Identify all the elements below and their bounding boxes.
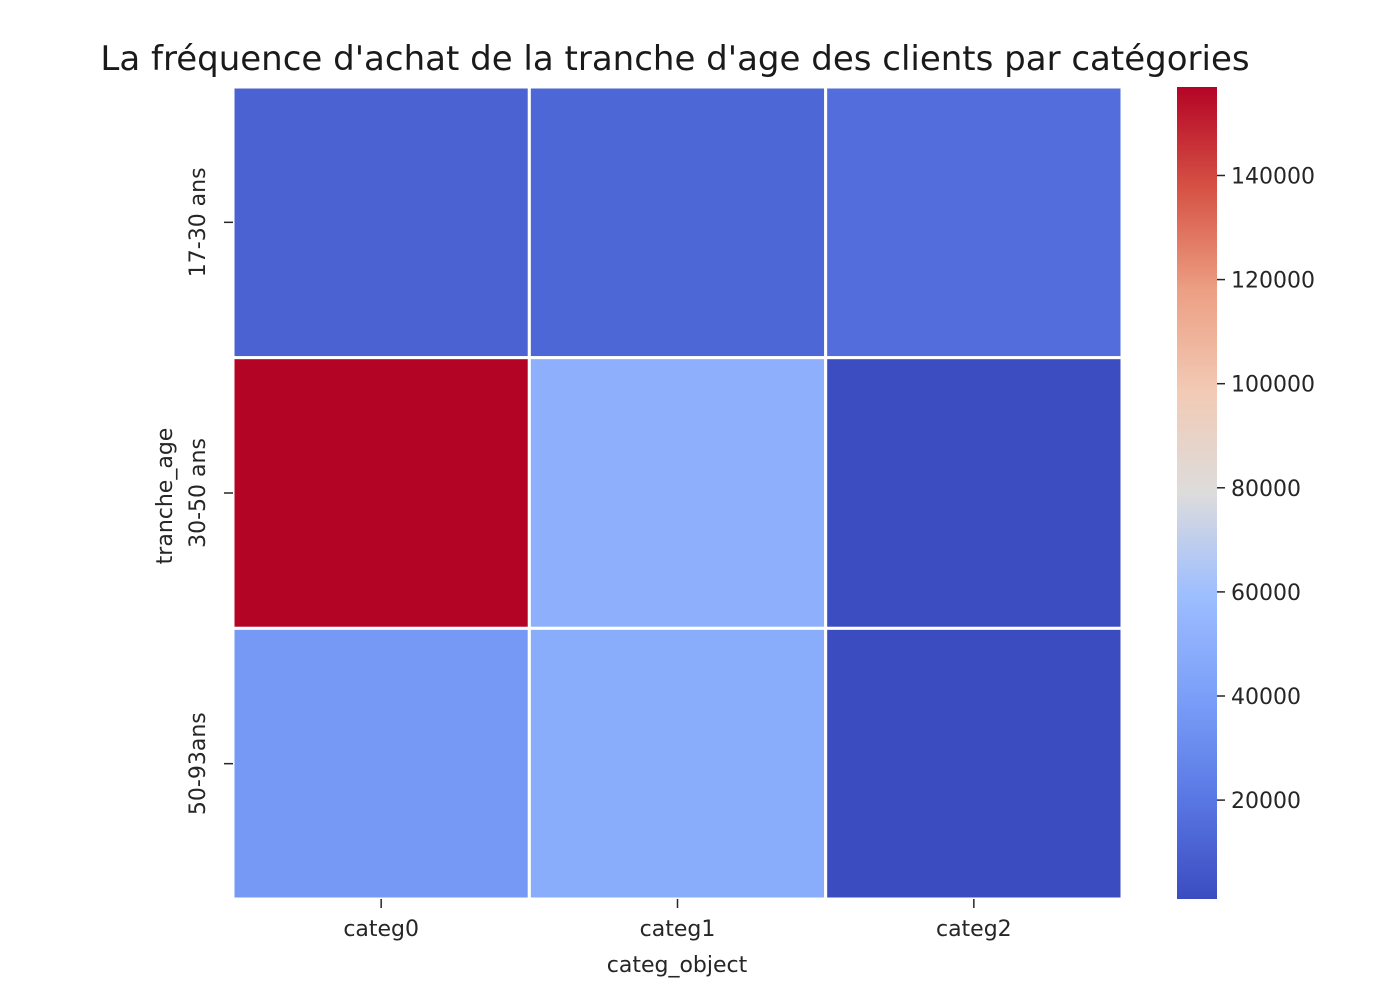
y-axis-label: tranche_age <box>153 428 178 565</box>
heatmap-cell <box>824 626 1124 901</box>
colorbar-tick-label: 140000 <box>1231 164 1315 189</box>
x-tick-label: categ2 <box>936 917 1012 942</box>
colorbar <box>1177 87 1217 899</box>
x-tick-label: categ0 <box>343 917 419 942</box>
heatmap-cell <box>527 356 828 630</box>
heatmap-cell <box>824 85 1124 360</box>
y-tick-label: 30-50 ans <box>186 438 211 548</box>
x-axis-ticks: categ0 categ1 categ2 <box>343 899 1012 942</box>
y-tick-label: 50-93ans <box>186 712 211 815</box>
heatmap-cell <box>231 626 531 901</box>
colorbar-tick-label: 40000 <box>1231 685 1301 710</box>
y-axis-ticks: 17-30 ans 30-50 ans 50-93ans <box>186 167 233 815</box>
colorbar-tick-label: 60000 <box>1231 581 1301 606</box>
colorbar-tick-label: 20000 <box>1231 789 1301 814</box>
heatmap-cell <box>231 356 531 630</box>
x-tick-label: categ1 <box>640 917 716 942</box>
x-axis-label: categ_object <box>607 953 748 978</box>
heatmap-cell <box>527 85 828 360</box>
heatmap-cell <box>527 626 828 901</box>
colorbar-ticks: 20000 40000 60000 80000 100000 120000 140000 <box>1217 164 1315 814</box>
heatmap-cell <box>231 85 531 360</box>
colorbar-tick-label: 120000 <box>1231 269 1315 294</box>
y-tick-label: 17-30 ans <box>186 167 211 277</box>
heatmap-cells <box>231 85 1124 901</box>
colorbar-tick-label: 80000 <box>1231 477 1301 502</box>
chart-title: La fréquence d'achat de la tranche d'age… <box>100 39 1249 79</box>
colorbar-tick-label: 100000 <box>1231 373 1315 398</box>
heatmap-cell <box>824 356 1124 630</box>
